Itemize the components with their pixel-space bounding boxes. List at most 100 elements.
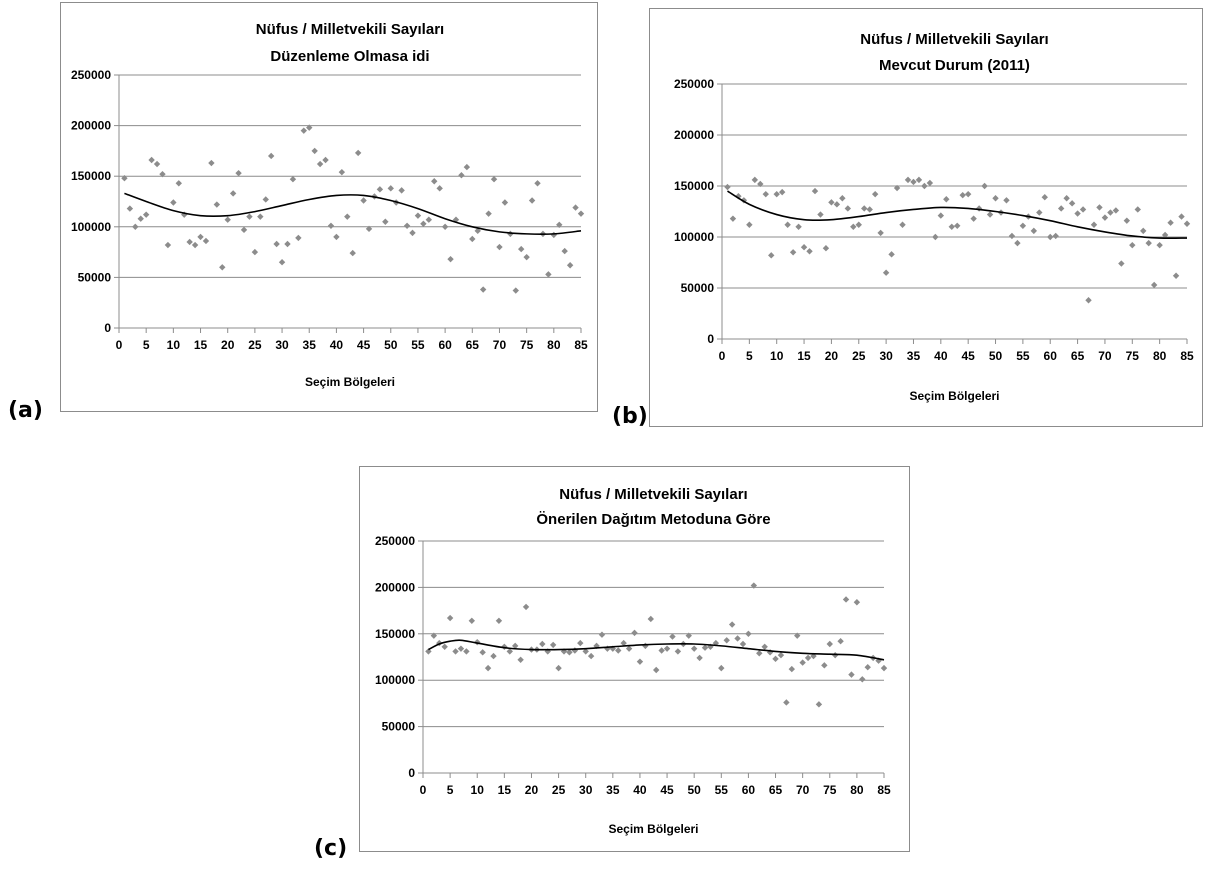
data-point: [506, 648, 513, 655]
x-tick-label: 35: [907, 349, 921, 363]
y-tick-label: 200000: [71, 119, 111, 133]
x-axis-title: Seçim Bölgeleri: [909, 389, 999, 403]
data-point: [631, 629, 638, 637]
data-point: [794, 632, 801, 639]
data-point: [447, 255, 454, 263]
data-point: [121, 175, 128, 182]
x-tick-label: 85: [1180, 349, 1194, 363]
data-point: [910, 178, 917, 186]
data-point: [964, 190, 972, 198]
data-point: [137, 215, 144, 222]
chart-svg-c: Nüfus / Milletvekili Sayıları Önerilen Da…: [375, 486, 891, 836]
data-point: [768, 252, 775, 259]
y-tick-label: 100000: [71, 220, 111, 234]
data-point: [853, 599, 861, 606]
x-tick-label: 40: [330, 338, 344, 352]
data-point: [1079, 206, 1087, 213]
data-point: [943, 196, 950, 203]
x-tick-label: 15: [194, 338, 208, 352]
x-tick-label: 45: [961, 349, 975, 363]
data-point: [474, 638, 481, 646]
data-point: [1047, 233, 1054, 241]
data-point: [975, 205, 983, 212]
x-tick-label: 65: [466, 338, 480, 352]
data-point: [921, 182, 928, 190]
data-point: [1063, 195, 1070, 202]
data-point: [1003, 197, 1010, 204]
x-tick-label: 80: [850, 783, 864, 797]
data-point: [864, 664, 871, 671]
data-point: [746, 221, 753, 228]
data-point: [1057, 205, 1065, 212]
data-point: [496, 243, 503, 251]
data-point: [981, 182, 988, 190]
data-point: [1134, 206, 1141, 213]
data-point: [1167, 219, 1174, 226]
data-point: [153, 160, 161, 168]
data-point: [577, 210, 585, 217]
x-tick-label: 20: [525, 783, 539, 797]
data-point: [1172, 272, 1180, 279]
data-point: [518, 245, 525, 253]
data-point: [159, 170, 166, 178]
data-point: [772, 655, 779, 663]
data-point: [550, 231, 558, 239]
data-point: [1090, 221, 1098, 228]
trend-line: [428, 639, 885, 661]
data-point: [316, 160, 324, 168]
data-point: [1101, 214, 1109, 221]
data-point: [1052, 232, 1059, 240]
chart-panel-c: Nüfus / Milletvekili Sayıları Önerilen Da…: [359, 466, 910, 852]
chart-subtitle: Mevcut Durum (2011): [879, 57, 1030, 74]
data-point: [457, 645, 465, 652]
chart-title: Nüfus / Milletvekili Sayıları: [559, 486, 747, 503]
data-point: [788, 665, 795, 673]
data-point: [219, 264, 226, 271]
data-point: [479, 649, 486, 656]
data-point: [322, 156, 329, 164]
data-point: [197, 233, 204, 241]
data-point: [1123, 217, 1131, 224]
data-point: [636, 658, 644, 665]
data-point: [229, 190, 237, 197]
data-point: [844, 205, 852, 212]
x-tick-label: 40: [934, 349, 948, 363]
data-point: [653, 666, 660, 674]
data-point: [452, 648, 459, 655]
figure-label-b: (b): [612, 404, 648, 429]
x-tick-label: 10: [167, 338, 181, 352]
data-point: [490, 652, 497, 660]
data-point: [842, 596, 850, 603]
data-point: [674, 648, 682, 655]
data-point: [523, 253, 530, 261]
data-point: [463, 648, 470, 655]
x-tick-label: 15: [498, 783, 512, 797]
data-point: [409, 229, 416, 237]
x-tick-label: 65: [769, 783, 783, 797]
chart-panel-b: Nüfus / Milletvekili Sayıları Mevcut Duru…: [649, 8, 1203, 427]
data-point: [1085, 297, 1092, 304]
y-tick-label: 150000: [674, 179, 714, 193]
x-tick-label: 45: [660, 783, 674, 797]
data-point: [1145, 239, 1152, 247]
data-point: [262, 196, 269, 203]
data-point: [251, 248, 259, 256]
data-point: [430, 632, 438, 639]
data-point: [474, 227, 481, 235]
data-point: [817, 211, 824, 218]
y-tick-label: 0: [707, 332, 714, 346]
data-point: [789, 249, 797, 256]
data-point: [880, 664, 888, 672]
data-point: [208, 159, 215, 167]
x-tick-label: 30: [879, 349, 893, 363]
data-point: [257, 213, 264, 220]
data-point: [545, 271, 552, 278]
x-tick-label: 70: [493, 338, 507, 352]
data-point: [1074, 210, 1081, 217]
data-point: [1183, 220, 1191, 227]
data-point: [761, 643, 768, 650]
data-point: [839, 195, 846, 202]
y-tick-label: 200000: [674, 128, 714, 142]
data-point: [778, 188, 786, 196]
data-point: [534, 180, 541, 187]
